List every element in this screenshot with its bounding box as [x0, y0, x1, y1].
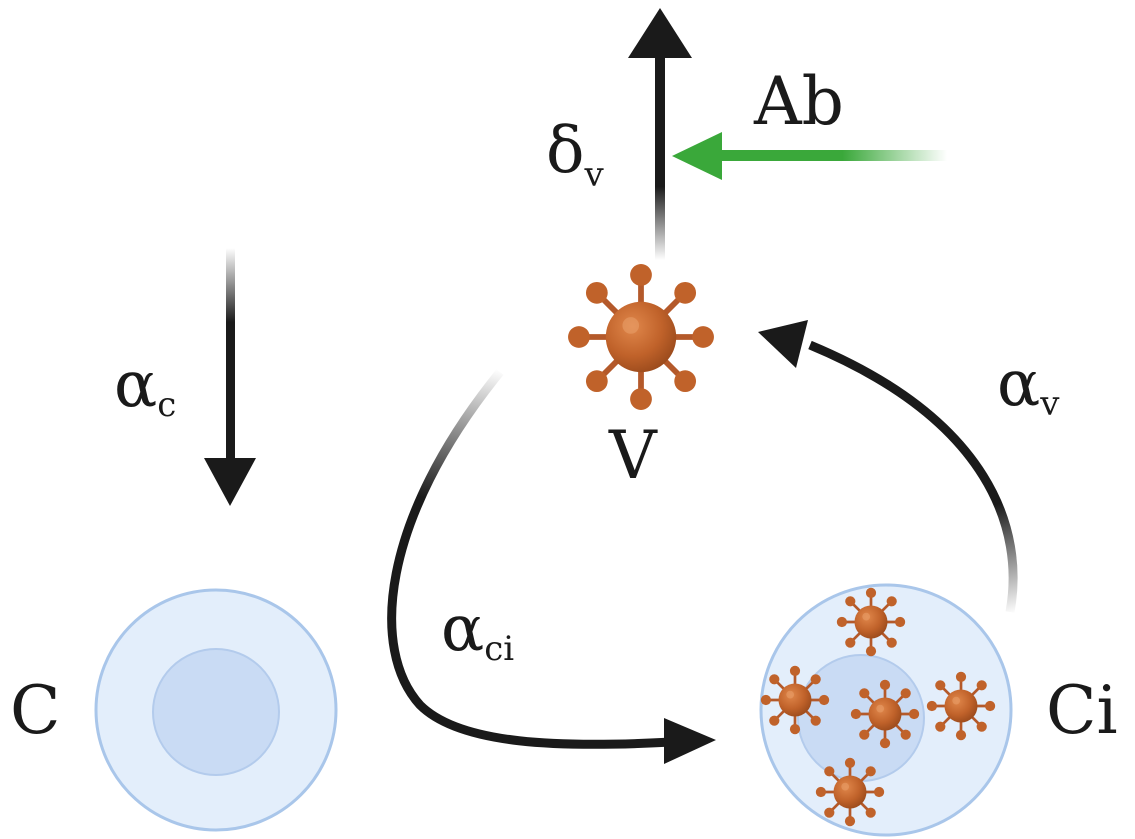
alpha-c-label: αc	[114, 348, 176, 425]
virus-icon	[816, 758, 884, 826]
virus-label: V	[608, 417, 658, 494]
decay-arrow	[628, 8, 692, 260]
delta-v-label: δv	[546, 114, 605, 195]
virus-icon	[927, 672, 995, 740]
cell-label: C	[10, 672, 61, 749]
cell-icon	[94, 588, 338, 832]
alpha-v-label: αv	[997, 347, 1060, 424]
alpha-ci-label: αci	[441, 592, 514, 669]
antibody-label: Ab	[753, 63, 844, 140]
infection-arrow	[387, 369, 716, 764]
infected-cell-label: Ci	[1046, 672, 1118, 749]
antibody-arrow	[672, 132, 947, 180]
cell-production-arrow	[204, 248, 256, 506]
virus-release-arrow	[758, 320, 1018, 613]
virus-icon	[568, 264, 714, 410]
virus-icon	[761, 666, 829, 734]
infected-cell-icon	[761, 585, 1013, 835]
virus-icon	[837, 588, 905, 656]
virus-icon	[851, 680, 919, 748]
